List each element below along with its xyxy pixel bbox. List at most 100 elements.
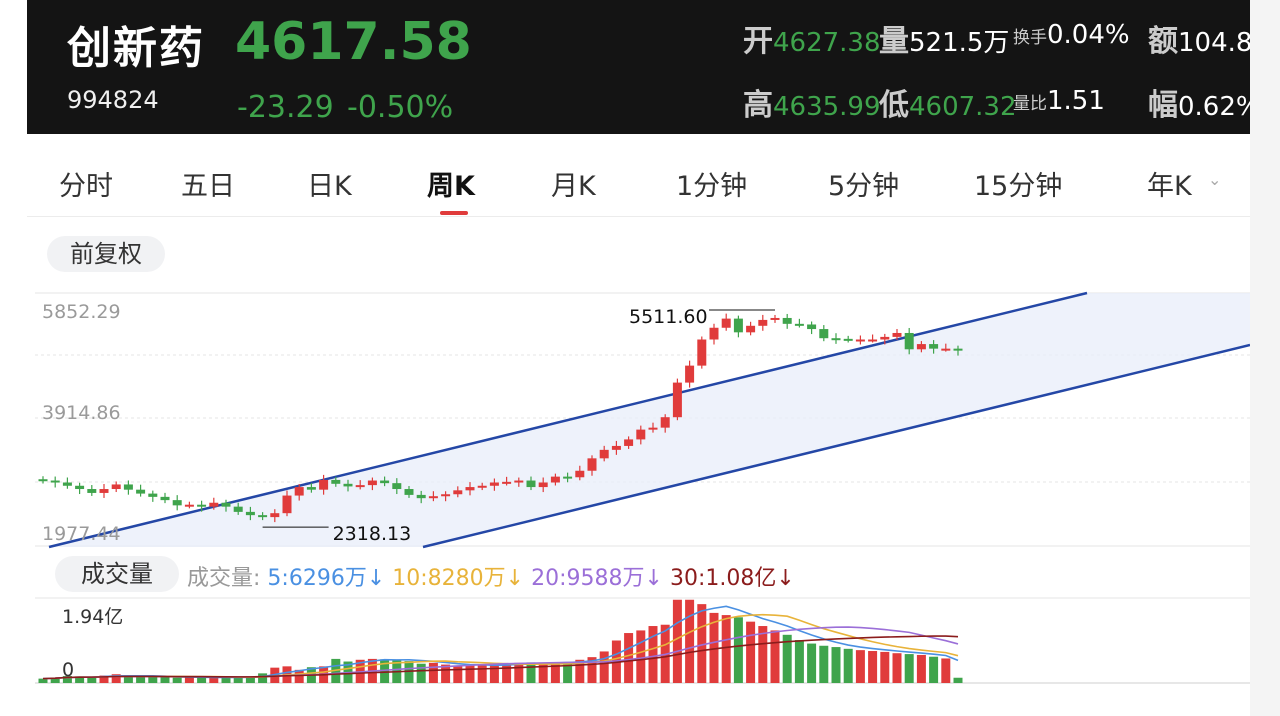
volume-bar [184,677,194,683]
volume-bar [123,675,133,683]
candle-body [916,344,926,350]
volume-bar [636,630,646,683]
tab-minute[interactable]: 分时 [59,171,113,202]
tab-yearly-k[interactable]: 年K [1147,171,1192,202]
adjust-mode-button[interactable]: 前复权 [47,236,165,272]
candle-body [160,496,170,501]
candle-body [453,490,463,495]
candle-body [929,344,939,349]
volume-bar [75,676,85,683]
trend-channel-fill [49,293,1250,547]
volume-bar [880,651,890,683]
low-stat: 低4607.32 [879,80,1017,124]
candle-body [746,325,756,333]
candle-body [489,482,499,486]
candle-body [50,480,60,483]
amount-stat: 额104.8 [1148,16,1250,60]
candle-body [416,494,426,499]
volume-bar [904,654,914,683]
tab-monthly-k[interactable]: 月K [551,171,596,202]
tab-weekly-k[interactable]: 周K [427,171,475,202]
amount-value: 104.8 [1178,28,1250,58]
candle-body [672,382,682,418]
index-code: 994824 [67,86,159,114]
volume-ma20-value: 20:9588万↓ [531,566,663,591]
candle-body [367,480,377,486]
candle-body [563,476,573,479]
volume-bar [416,663,426,683]
tab-15-minute[interactable]: 15分钟 [974,171,1063,202]
volume-bar [550,662,560,683]
candle-body [87,489,97,493]
candle-body [38,479,48,482]
volume-bar [819,645,829,683]
volume-bar [453,666,463,683]
high-annotation-label: 5511.60 [629,306,708,328]
volume-bar [599,651,609,683]
volume-bar [563,661,573,683]
price-axis-label: 3914.86 [42,402,121,424]
volume-bar [782,634,792,683]
kline-app: 创新药 994824 4617.58 -23.29 -0.50% 开4627.3… [27,0,1250,716]
volume-axis-label: 0 [62,659,74,681]
open-stat: 开4627.38 [743,16,881,60]
volume-bar [502,663,512,683]
volume-bar [99,675,109,683]
volume-bar [831,647,841,683]
volume-bar [721,615,731,683]
candle-body [721,318,731,328]
candle-body [953,348,963,351]
volume-bar [575,659,585,683]
active-tab-indicator [440,211,468,215]
low-label: 低 [879,88,909,123]
volume-bar [160,677,170,683]
last-price: 4617.58 [235,12,472,72]
candle-body [197,504,207,507]
candle-body [123,484,133,490]
candle-body [294,487,304,496]
volume-legend-prefix: 成交量: [187,566,261,591]
volume-ma30-line [42,635,959,680]
candle-body [660,417,670,428]
tab-5-minute[interactable]: 5分钟 [828,171,900,202]
low-annotation-label: 2318.13 [333,523,412,545]
tab-five-day[interactable]: 五日 [181,171,235,202]
volume-bar [441,664,451,683]
candle-body [868,339,878,342]
candle-body [380,480,390,484]
trend-channel-lower-line [422,343,1250,549]
candle-body [184,504,194,507]
volume-bar [197,676,207,683]
volume-bar [953,677,963,683]
candle-body [648,427,658,430]
candle-body [831,338,841,341]
volume-bar [916,654,926,683]
volume-axis-label: 1.94亿 [62,606,123,628]
candle-body [136,489,146,494]
volume-ma-legend: 成交量: 5:6296万↓ 10:8280万↓ 20:9588万↓ 30:1.0… [187,560,795,592]
high-label: 高 [743,88,773,123]
volume-bar [245,676,255,683]
chevron-down-icon[interactable]: ⌄ [1208,170,1222,189]
candle-body [148,493,158,497]
amount-label: 额 [1148,24,1178,59]
volume-bar [50,677,60,683]
device-right-edge [1250,0,1280,716]
volume-bar [233,677,243,683]
period-tab-bar: 分时 五日 日K 周K 月K 1分钟 5分钟 15分钟 年K [27,134,1250,217]
tab-1-minute[interactable]: 1分钟 [676,171,748,202]
candle-body [941,348,951,351]
turnover-stat: 换手0.04% [1013,20,1130,50]
kline-chart[interactable]: 5852.29 3914.86 1977.44 5511.60 2318.13 1.94亿… [27,280,1250,700]
amplitude-label: 幅 [1148,88,1178,123]
turnover-value: 0.04% [1047,20,1130,50]
candle-body [636,429,646,440]
candle-body [111,484,121,490]
volume-bar [892,653,902,683]
volume-bar [404,661,414,683]
tab-daily-k[interactable]: 日K [307,171,352,202]
volume-indicator-button[interactable]: 成交量 [55,556,179,592]
price-axis-label: 5852.29 [42,301,121,323]
high-stat: 高4635.99 [743,80,881,124]
volume-bar [624,633,634,683]
